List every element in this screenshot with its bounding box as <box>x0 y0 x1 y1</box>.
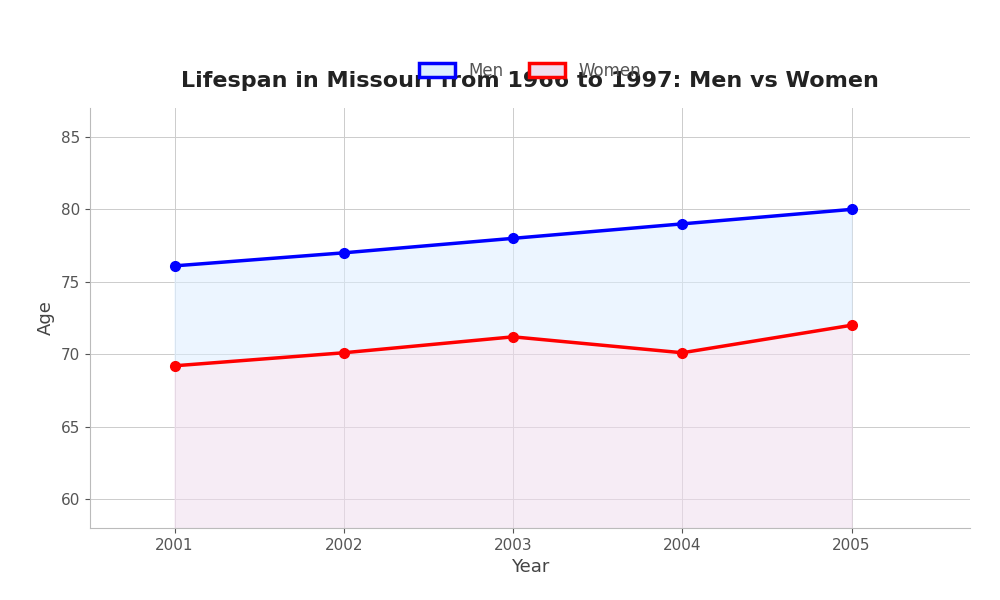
Title: Lifespan in Missouri from 1966 to 1997: Men vs Women: Lifespan in Missouri from 1966 to 1997: … <box>181 71 879 91</box>
Men <box>846 206 858 213</box>
Women <box>676 349 688 356</box>
Men <box>338 249 350 256</box>
Women <box>846 322 858 329</box>
X-axis label: Year: Year <box>511 558 549 576</box>
Y-axis label: Age: Age <box>37 301 55 335</box>
Men <box>169 262 181 269</box>
Women <box>507 333 519 340</box>
Women <box>338 349 350 356</box>
Men <box>507 235 519 242</box>
Line: Men: Men <box>170 205 856 271</box>
Men <box>676 220 688 227</box>
Legend: Men, Women: Men, Women <box>419 62 641 80</box>
Women <box>169 362 181 370</box>
Line: Women: Women <box>170 320 856 371</box>
